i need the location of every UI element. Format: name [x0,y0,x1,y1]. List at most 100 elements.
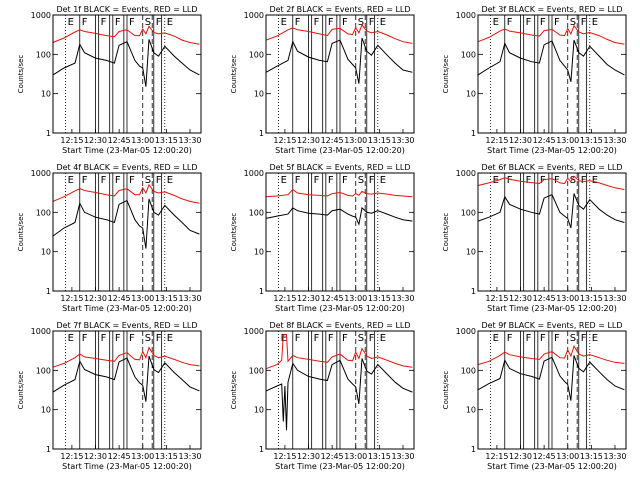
marker-label: F [526,333,532,344]
chart-title: Det 3f BLACK = Events, RED = LLD [481,5,622,14]
y-tick-label: 100 [461,208,476,217]
marker-label: F [156,17,162,28]
chart-title: Det 7f BLACK = Events, RED = LLD [56,321,197,330]
marker-label: S [145,175,151,186]
x-tick-label: 12:30 [84,136,107,145]
marker-label: F [314,175,320,186]
y-tick-label: 1 [46,129,51,138]
y-tick-label: 10 [41,90,51,99]
lld-series-line [477,24,625,45]
marker-label: F [314,17,320,28]
marker-label: F [82,17,88,28]
marker-label: E [592,333,598,344]
y-tick-label: 1000 [456,327,476,336]
y-tick-label: 100 [249,208,264,217]
marker-label: F [101,175,107,186]
x-tick-label: 12:15 [485,452,508,461]
x-tick-label: 12:30 [84,452,107,461]
x-tick-label: 12:45 [533,294,556,303]
y-tick-label: 100 [36,50,51,59]
y-axis-label: Counts/sec [442,55,450,94]
marker-label: F [369,17,375,28]
x-tick-label: 13:00 [344,136,367,145]
x-tick-label: 13:30 [391,294,414,303]
events-series-line [265,37,413,84]
marker-label: F [342,333,348,344]
lld-series-line [265,23,413,44]
lld-series-line [52,25,200,45]
marker-label: E [380,17,386,28]
marker-label: F [526,17,532,28]
marker-label: S [358,17,364,28]
marker-label: F [507,175,513,186]
x-tick-label: 13:00 [131,136,154,145]
y-tick-label: 100 [36,208,51,217]
marker-label: E [167,175,173,186]
events-series-line [52,355,200,402]
marker-label: F [115,175,121,186]
marker-label: F [507,333,513,344]
marker-label: E [493,17,499,28]
y-tick-label: 1000 [456,169,476,178]
y-tick-label: 1000 [31,11,51,20]
marker-label: E [592,17,598,28]
marker-label: F [554,17,560,28]
y-tick-label: 10 [41,248,51,257]
marker-label: F [526,175,532,186]
y-tick-label: 1000 [31,327,51,336]
y-tick-label: 1 [46,445,51,454]
marker-label: F [554,175,560,186]
lld-series-line [265,188,413,198]
y-tick-label: 10 [254,406,264,415]
marker-label: F [115,333,121,344]
plot-frame [52,172,202,292]
x-tick-label: 13:00 [131,452,154,461]
x-tick-label: 12:45 [108,452,131,461]
marker-label: F [328,175,334,186]
x-tick-label: 13:15 [580,452,603,461]
marker-label: F [314,333,320,344]
plot-frame [52,330,202,450]
plot-frame [265,14,415,134]
y-axis-label: Counts/sec [17,55,25,94]
events-series-line [265,358,413,431]
x-tick-label: 12:15 [60,452,83,461]
marker-label: E [281,175,287,186]
chart-title: Det 8f BLACK = Events, RED = LLD [269,321,410,330]
marker-label: F [115,17,121,28]
y-tick-label: 1000 [244,11,264,20]
x-tick-label: 12:15 [273,136,296,145]
x-tick-label: 12:45 [108,294,131,303]
marker-label: F [540,333,546,344]
x-tick-label: 13:15 [155,136,178,145]
x-axis-label: Start Time (23-Mar-05 12:00:20) [275,462,405,471]
x-tick-label: 12:45 [321,294,344,303]
y-tick-label: 1000 [244,327,264,336]
marker-label: F [507,17,513,28]
y-tick-label: 10 [254,248,264,257]
marker-label: F [342,17,348,28]
marker-label: F [581,175,587,186]
x-axis-label: Start Time (23-Mar-05 12:00:20) [275,146,405,155]
marker-label: E [167,17,173,28]
x-tick-label: 13:15 [368,294,391,303]
marker-label: E [167,333,173,344]
marker-label: S [358,175,364,186]
plot-frame [265,172,415,292]
y-tick-label: 100 [461,366,476,375]
lld-series-line [52,346,200,368]
y-tick-label: 10 [466,248,476,257]
marker-label: E [68,17,74,28]
chart-title: Det 1f BLACK = Events, RED = LLD [56,5,197,14]
marker-label: S [145,17,151,28]
marker-label: F [328,17,334,28]
marker-label: E [68,333,74,344]
chart-title: Det 4f BLACK = Events, RED = LLD [56,163,197,172]
y-tick-label: 10 [254,90,264,99]
y-tick-label: 1 [259,129,264,138]
